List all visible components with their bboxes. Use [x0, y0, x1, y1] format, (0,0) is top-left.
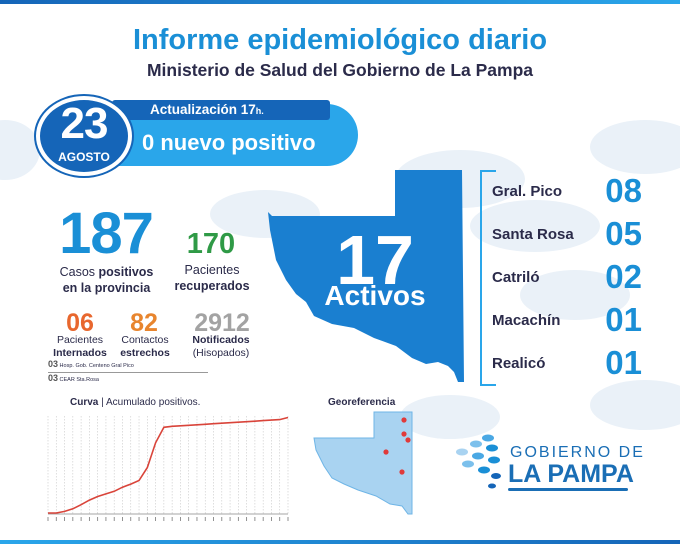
- date-month: AGOSTO: [58, 150, 110, 164]
- background-pill: [470, 200, 600, 252]
- location-dot: [401, 417, 407, 423]
- x-tick-mark: [80, 517, 82, 521]
- x-tick-mark: [213, 517, 214, 521]
- cases-label: Casos positivos en la provincia: [59, 265, 154, 295]
- locality-name: Macachín: [492, 312, 561, 329]
- x-tick-mark: [146, 517, 148, 521]
- series-line: [48, 416, 289, 514]
- date-badge: [36, 96, 132, 176]
- x-tick-mark: [271, 517, 272, 521]
- locality-count: 02: [605, 258, 642, 295]
- logo-underline: [508, 488, 628, 491]
- locality-name: Santa Rosa: [492, 226, 574, 243]
- background-pill: [0, 120, 40, 180]
- locality-count: 05: [605, 215, 642, 252]
- locality-name: Catriló: [492, 269, 540, 286]
- x-tick-mark: [262, 517, 264, 521]
- notified-count: 2912: [194, 309, 250, 337]
- locality-name: Realicó: [492, 355, 546, 372]
- curve-title: Curva | Acumulado positivos.: [70, 397, 201, 408]
- x-tick-mark: [171, 517, 173, 521]
- background-pill: [400, 395, 500, 439]
- contacts-label: Contactos estrechos: [120, 334, 170, 359]
- georef-title: Georeferencia: [328, 397, 396, 408]
- location-dot: [383, 449, 389, 455]
- x-tick-mark: [279, 517, 281, 521]
- background-pill: [590, 120, 680, 174]
- x-tick-mark: [130, 517, 132, 521]
- government-logo-icon: [456, 434, 501, 489]
- page-title: Informe epidemiológico diario: [132, 24, 548, 56]
- cases-count: 187: [59, 201, 154, 266]
- x-tick-mark: [246, 517, 248, 521]
- background-pill: [520, 270, 630, 320]
- notified-label: Notificados (Hisopados): [192, 334, 250, 359]
- divider: [48, 372, 208, 373]
- x-tick-mark: [221, 517, 223, 521]
- x-tick-mark: [105, 517, 107, 521]
- hospitalized-label: Pacientes Internados: [53, 334, 107, 359]
- bottom-border: [0, 540, 680, 544]
- chart-background: [44, 410, 294, 528]
- recovered-label: Pacientes recuperados: [174, 263, 250, 293]
- hospitalized-count: 06: [66, 309, 94, 337]
- x-tick-mark: [229, 517, 231, 521]
- locality-count: 01: [605, 301, 642, 338]
- x-tick-mark: [55, 517, 57, 521]
- page-subtitle: Ministerio de Salud del Gobierno de La P…: [146, 60, 534, 80]
- date-day: 23: [60, 99, 109, 148]
- background-pill: [590, 380, 680, 430]
- x-tick-mark: [155, 517, 156, 521]
- x-tick-mark: [64, 517, 65, 521]
- x-tick-mark: [180, 517, 181, 521]
- x-tick-mark: [72, 517, 74, 521]
- top-border: [0, 0, 680, 4]
- x-tick-mark: [163, 517, 165, 521]
- province-map-active: [268, 170, 464, 382]
- x-tick-mark: [138, 517, 140, 521]
- x-tick-marks: [47, 517, 289, 521]
- x-tick-mark: [47, 517, 49, 521]
- localities-bracket: [480, 170, 496, 386]
- locality-count: 01: [605, 344, 642, 381]
- hospital-item: 03 CEAR Sta.Rosa: [48, 373, 99, 383]
- contacts-count: 82: [130, 309, 158, 337]
- x-tick-mark: [188, 517, 190, 521]
- logo-text-line1: GOBIERNO DE: [510, 444, 645, 461]
- location-dot: [399, 469, 405, 475]
- new-positive-headline: 0 nuevo positivo: [142, 130, 316, 155]
- x-tick-mark: [122, 517, 123, 521]
- locality-name: Gral. Pico: [492, 183, 563, 200]
- location-dot: [405, 437, 411, 443]
- x-tick-mark: [204, 517, 206, 521]
- chart-grid: [47, 416, 289, 515]
- cumulative-curve-chart: [44, 410, 294, 528]
- x-tick-mark: [113, 517, 115, 521]
- logo-text-line2: LA PAMPA: [508, 460, 634, 488]
- x-tick-mark: [88, 517, 90, 521]
- x-tick-mark: [196, 517, 198, 521]
- update-time-label: Actualización 17h.: [112, 100, 330, 120]
- x-tick-mark: [237, 517, 239, 521]
- location-dot: [401, 431, 407, 437]
- x-tick-mark: [287, 517, 289, 521]
- hospital-item: 03 Hosp. Gob. Centeno Gral Pico: [48, 359, 134, 369]
- active-count: 17: [336, 221, 414, 299]
- georef-map: [313, 411, 413, 515]
- x-tick-mark: [97, 517, 99, 521]
- x-tick-mark: [254, 517, 256, 521]
- active-label: Activos: [324, 280, 426, 311]
- recovered-count: 170: [186, 228, 236, 260]
- locality-count: 08: [605, 172, 642, 209]
